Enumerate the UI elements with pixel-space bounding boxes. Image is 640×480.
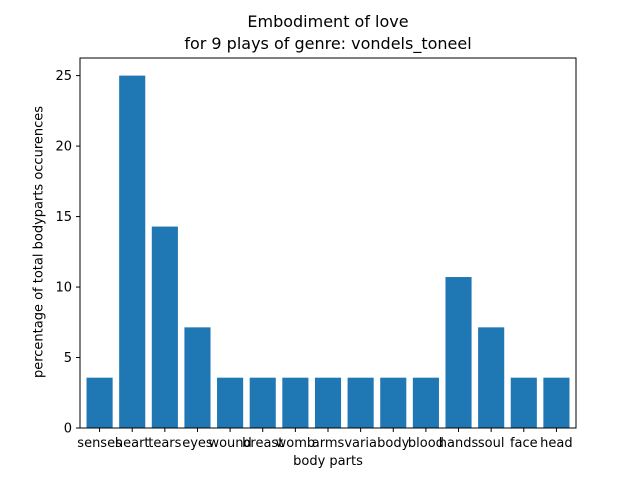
bar-tears bbox=[151, 226, 178, 428]
bar-blood bbox=[412, 377, 439, 428]
x-axis-label: body parts bbox=[293, 454, 363, 469]
bar-breast bbox=[249, 377, 276, 428]
bar-soul bbox=[478, 327, 505, 428]
bar-wound bbox=[217, 377, 244, 428]
x-tick-label: womb bbox=[276, 436, 316, 451]
x-tick-label: hands bbox=[439, 436, 479, 451]
x-tick-label: eyes bbox=[182, 436, 213, 451]
chart-title-line-2: for 9 plays of genre: vondels_toneel bbox=[184, 34, 472, 53]
bar-face bbox=[510, 377, 537, 428]
bar-body bbox=[380, 377, 407, 428]
y-tick-label: 25 bbox=[55, 69, 72, 84]
x-tick-label: tears bbox=[148, 436, 181, 451]
x-tick-label: arms bbox=[312, 436, 345, 451]
x-tick-label: face bbox=[510, 436, 538, 451]
x-tick-label: soul bbox=[478, 436, 505, 451]
y-tick-label: 5 bbox=[64, 351, 72, 366]
chart-title-line-1: Embodiment of love bbox=[247, 12, 409, 31]
bar-senses bbox=[86, 377, 113, 428]
y-tick-label: 10 bbox=[55, 281, 72, 296]
y-tick-label: 15 bbox=[55, 210, 72, 225]
x-tick-label: blood bbox=[408, 436, 444, 451]
x-tick-label: varia bbox=[344, 436, 377, 451]
x-tick-label: breast bbox=[242, 436, 283, 451]
bar-heart bbox=[119, 75, 146, 429]
bar-head bbox=[543, 377, 570, 428]
y-tick-label: 0 bbox=[64, 422, 72, 437]
axes-frame bbox=[79, 57, 577, 429]
bar-womb bbox=[282, 377, 309, 428]
y-tick-label: 20 bbox=[55, 140, 72, 155]
y-axis-ticks: 0 5 10 15 20 25 bbox=[55, 69, 80, 437]
x-tick-label: head bbox=[540, 436, 572, 451]
x-tick-label: heart bbox=[115, 436, 150, 451]
bar-hands bbox=[445, 277, 472, 428]
x-tick-label: wound bbox=[208, 436, 251, 451]
x-tick-label: senses bbox=[77, 436, 122, 451]
bar-varia bbox=[347, 377, 374, 428]
bars-group bbox=[86, 75, 570, 429]
y-axis-label: percentage of total bodyparts occurences bbox=[31, 105, 47, 379]
bar-arms bbox=[314, 377, 342, 428]
bar-eyes bbox=[184, 327, 211, 428]
x-tick-label: body bbox=[377, 436, 409, 451]
